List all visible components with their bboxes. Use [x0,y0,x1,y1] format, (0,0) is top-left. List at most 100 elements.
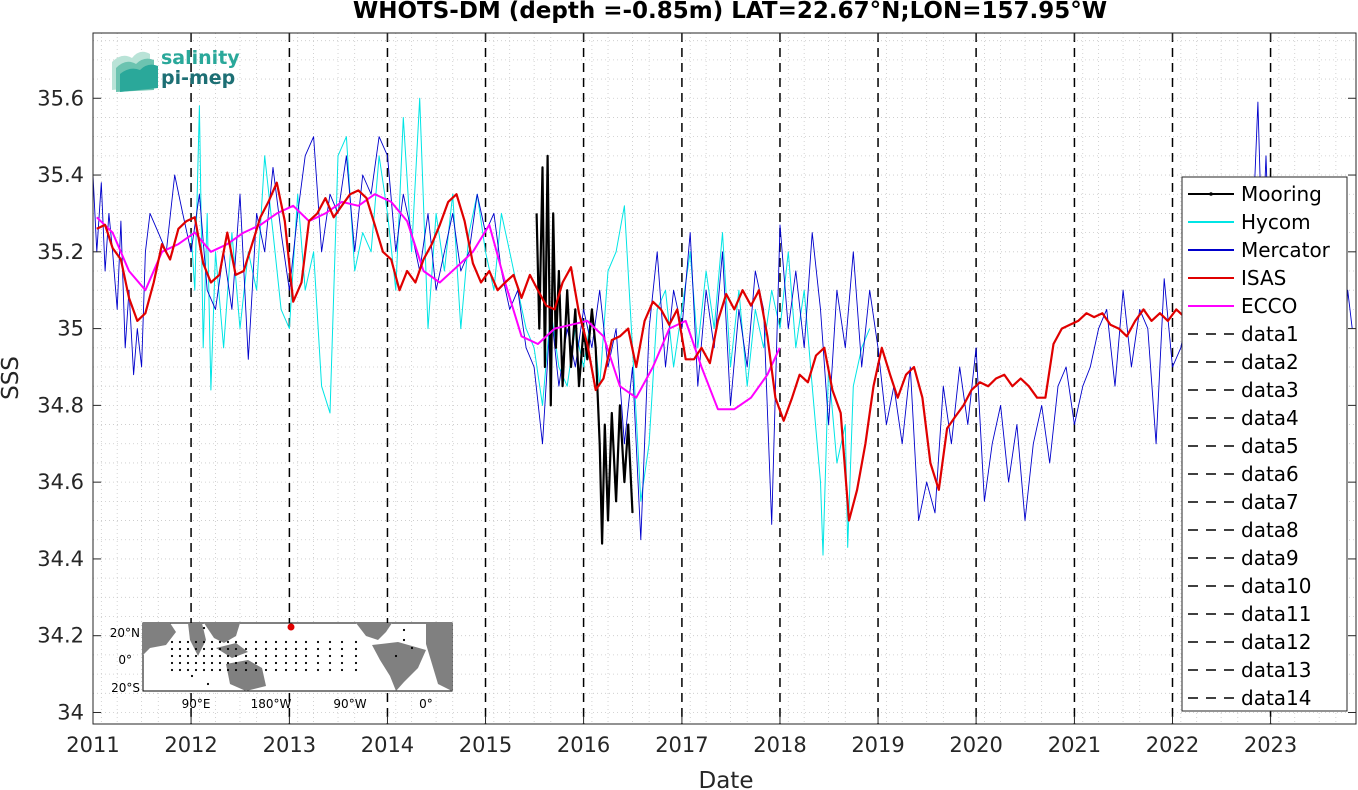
inset-buoy-dot [264,661,268,665]
x-tick-label-2016: 2016 [557,733,610,757]
legend-item-mercator: Mercator [1188,238,1331,262]
inset-buoy-dot [194,668,198,672]
inset-buoy-dot [226,654,230,658]
legend-label: data12 [1241,630,1312,654]
inset-buoy-dot [226,668,230,672]
inset-buoy-dot [226,647,230,651]
logo-text-pimep: pi-mep [161,67,235,89]
legend-label: data1 [1241,322,1299,346]
legend-item-data14: data14 [1188,686,1312,710]
inset-buoy-dot [284,668,288,672]
legend-item-hycom: Hycom [1188,210,1311,234]
inset-buoy-dot [264,647,268,651]
legend-label: data7 [1241,490,1299,514]
inset-buoy-dot [210,654,214,658]
x-tick-label-2022: 2022 [1146,733,1199,757]
logo-icon [112,51,158,92]
legend-item-ecco: ECCO [1188,294,1297,318]
inset-buoy-dot [264,654,268,658]
inset-buoy-dot [186,661,190,665]
legend-item-data5: data5 [1188,434,1299,458]
inset-buoy-dot [328,654,332,658]
y-tick-label: 34.4 [37,547,84,571]
inset-buoy-dot [244,661,248,665]
inset-buoy-dot [294,654,298,658]
inset-buoy-dot [170,654,174,658]
legend-label: data9 [1241,546,1299,570]
inset-buoy-dot [210,647,214,651]
legend-item-data4: data4 [1188,406,1299,430]
inset-lat-label-0: 0° [118,653,132,667]
x-tick-label-2018: 2018 [753,733,806,757]
inset-lon-label-180w: 180°W [251,697,292,711]
x-tick-label-2023: 2023 [1244,733,1297,757]
legend-label: data2 [1241,350,1299,374]
legend-label: data4 [1241,406,1299,430]
chart-title: WHOTS-DM (depth =-0.85m) LAT=22.67°N;LON… [353,0,1107,24]
inset-buoy-dot [234,654,238,658]
y-tick-labels: 34 34.2 34.4 34.6 34.8 35 35.2 35.4 35.6 [37,86,84,724]
legend-item-data10: data10 [1188,574,1312,598]
inset-buoy-dot [206,682,210,686]
inset-map: 20°N 0° 20°S 90°E 180°W 90°W 0° [110,622,453,711]
legend-label: Mooring [1241,182,1322,206]
inset-buoy-dot [304,668,308,672]
inset-buoy-dot [226,661,230,665]
x-tick-label-2013: 2013 [263,733,316,757]
legend-label: data5 [1241,434,1299,458]
legend-label: ECCO [1241,294,1297,318]
inset-buoy-dot [328,668,332,672]
series-line-ecco [96,193,781,411]
x-tick-label-2021: 2021 [1048,733,1101,757]
legend-label: data13 [1241,658,1312,682]
inset-buoy-dot [202,626,206,630]
inset-buoy-dot [170,647,174,651]
inset-buoy-dot [194,654,198,658]
y-tick-label: 34 [57,700,84,724]
inset-buoy-dot [274,661,278,665]
inset-buoy-dot [254,640,258,644]
inset-buoy-dot [284,647,288,651]
y-tick-label: 34.8 [37,393,84,417]
legend-marker [1209,192,1213,196]
inset-buoy-dot [294,640,298,644]
inset-buoy-dot [178,640,182,644]
inset-buoy-dot [274,668,278,672]
legend-item-mooring: Mooring [1188,182,1322,206]
axis-ticks [92,33,1356,724]
legend-label: data14 [1241,686,1312,710]
inset-buoy-dot [194,640,198,644]
inset-map-location-marker [287,623,295,631]
inset-buoy-dot [244,640,248,644]
inset-buoy-dot [284,654,288,658]
inset-buoy-dot [316,668,320,672]
y-tick-label: 35 [57,317,84,341]
legend-item-data11: data11 [1188,602,1312,626]
x-tick-label-2014: 2014 [361,733,414,757]
inset-buoy-dot [354,654,358,658]
inset-buoy-dot [186,640,190,644]
x-tick-label-2015: 2015 [459,733,512,757]
inset-buoy-dot [328,661,332,665]
inset-buoy-dot [354,661,358,665]
y-tick-label: 34.6 [37,470,84,494]
inset-buoy-dot [274,640,278,644]
inset-buoy-dot [284,640,288,644]
inset-buoy-dot [254,668,258,672]
x-tick-label-2020: 2020 [949,733,1002,757]
x-tick-label-2017: 2017 [655,733,708,757]
inset-buoy-dot [218,647,222,651]
inset-buoy-dot [244,654,248,658]
inset-buoy-dot [170,640,174,644]
plot-frame [92,32,1357,725]
inset-buoy-dot [340,654,344,658]
inset-buoy-dot [304,654,308,658]
legend-item-data2: data2 [1188,350,1299,374]
x-tick-label-2011: 2011 [66,733,119,757]
inset-buoy-dot [394,654,398,658]
inset-buoy-dot [328,640,332,644]
inset-buoy-dot [284,661,288,665]
inset-buoy-dot [402,638,406,642]
y-tick-label: 35.6 [37,86,84,110]
